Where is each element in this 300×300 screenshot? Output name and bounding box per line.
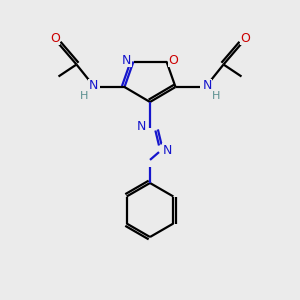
Text: N: N <box>88 79 98 92</box>
Text: O: O <box>50 32 60 45</box>
Text: H: H <box>212 91 220 101</box>
Text: N: N <box>137 119 146 133</box>
Text: O: O <box>240 32 250 45</box>
Text: N: N <box>202 79 212 92</box>
Text: O: O <box>168 53 178 67</box>
Text: H: H <box>80 91 88 101</box>
Text: N: N <box>122 53 132 67</box>
Text: N: N <box>163 143 172 157</box>
